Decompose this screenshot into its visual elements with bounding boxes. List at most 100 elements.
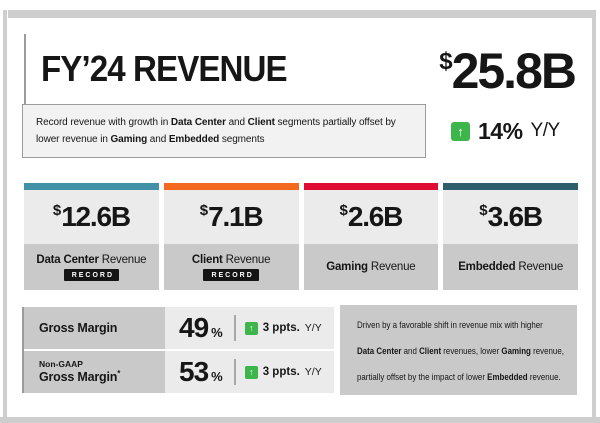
plain-text: segments [219,134,265,145]
vertical-divider [233,359,236,385]
segment-color-bar [163,183,299,190]
segment-suffix: Revenue [222,253,271,266]
plain-text: partially offset by the impact of lower [357,372,488,382]
segment-label: Embedded Revenue [458,261,563,273]
up-arrow-icon: ↑ [248,367,254,377]
frame-border-right [592,10,596,417]
frame-border-top [8,10,592,18]
currency-symbol: $ [52,201,62,219]
frame-border-bottom [0,417,600,423]
currency-symbol: $ [199,201,209,219]
margin-unit: % [211,325,223,340]
margin-label-cell: Gross Margin [24,307,165,349]
frame-border-left [3,10,7,417]
margin-row: Gross Margin 49% ↑ 3 ppts. Y/Y [24,307,334,349]
segment-color-bar [443,183,578,190]
segment-label-box: Data Center Revenue RECORD [24,244,159,290]
segment-value-box: $3.6B [443,190,578,244]
margin-value-cell: 49% ↑ 3 ppts. Y/Y [165,307,334,349]
growth-badge: ↑ [451,121,470,141]
plain-text: revenues, lower [441,346,502,356]
segment-card: $3.6B Embedded Revenue [443,183,578,290]
plain-text: revenue, [530,346,564,356]
change-value: 3 ppts. [262,322,300,334]
segment-card: $12.6B Data Center Revenue RECORD [24,183,159,290]
segment-name: Gaming [326,261,368,273]
segment-value: 3.6B [487,201,544,232]
margin-value-group: 53% [179,356,223,388]
change-period: Y/Y [304,322,322,334]
margin-value-cell: 53% ↑ 3 ppts. Y/Y [165,351,334,393]
margin-value: 53 [179,356,209,387]
plain-text: and [225,116,248,128]
growth-indicator: ↑ 14% Y/Y [451,104,560,158]
margin-label: Gross Margin [39,321,118,335]
emphasis-text: Client [247,116,275,128]
segment-suffix: Revenue [98,253,147,266]
emphasis-text: Embedded [168,134,220,145]
margin-unit: % [211,369,223,384]
margin-change: ↑ 3 ppts. Y/Y [244,321,322,335]
segment-name: Client [191,253,223,266]
segment-value-box: $12.6B [24,190,159,244]
margin-pre-label: Non-GAAP [39,359,83,370]
emphasis-text: Data Center [357,346,402,356]
plain-text: revenue. [527,372,561,382]
change-badge: ↑ [244,365,258,379]
total-revenue-value: 25.8B [451,43,577,99]
growth-period: Y/Y [530,120,561,141]
segments-row: $12.6B Data Center Revenue RECORD $7.1B … [24,183,578,290]
footnote-marker: * [117,369,121,379]
plain-text: lower revenue in [36,134,111,145]
currency-symbol: $ [339,201,348,219]
margin-label-cell: Non-GAAP Gross Margin* [24,351,165,393]
segment-name: Data Center [36,253,99,266]
segment-label-box: Gaming Revenue [303,244,439,290]
margins-table: Gross Margin 49% ↑ 3 ppts. Y/Y Non-GAAP … [22,307,334,393]
growth-value: 14% [478,117,523,144]
segment-label: Gaming Revenue [326,261,415,273]
segment-suffix: Revenue [367,261,416,273]
segment-color-bar [303,183,439,190]
margin-note-text: Driven by a favorable shift in revenue m… [357,312,564,390]
subtitle-text: Record revenue with growth in Data Cente… [36,114,396,149]
segment-color-bar [24,183,159,190]
plain-text: and [147,134,169,145]
segment-card: $2.6B Gaming Revenue [303,183,439,290]
plain-text: Record revenue with growth in [36,116,171,128]
segment-label: Client Revenue [191,253,271,266]
margin-label: Gross Margin* [39,369,121,385]
segment-suffix: Revenue [515,261,564,273]
margin-change: ↑ 3 ppts. Y/Y [244,365,322,379]
segment-name: Embedded [458,261,516,273]
plain-text: segments partially offset by [274,116,396,128]
up-arrow-icon: ↑ [248,323,254,333]
change-period: Y/Y [304,366,322,378]
plain-text: and [401,346,420,356]
margin-note-box: Driven by a favorable shift in revenue m… [340,305,577,395]
segment-value-box: $7.1B [163,190,299,244]
segment-label-box: Client Revenue RECORD [163,244,299,290]
segment-label: Data Center Revenue [36,254,146,266]
change-value: 3 ppts. [262,366,300,378]
emphasis-text: Gaming [501,346,531,356]
margin-value: 49 [179,312,209,343]
margin-row: Non-GAAP Gross Margin* 53% ↑ 3 ppts. Y/Y [24,351,334,393]
margin-value-group: 49% [179,312,223,344]
emphasis-text: Data Center [170,116,226,128]
emphasis-text: Client [419,346,442,356]
segment-value-box: $2.6B [303,190,439,244]
up-arrow-icon: ↑ [457,123,464,139]
vertical-divider [233,315,236,341]
page-title: FY’24 REVENUE [41,48,288,89]
segment-card: $7.1B Client Revenue RECORD [163,183,299,290]
header: FY’24 REVENUE [24,34,308,104]
emphasis-text: Embedded [487,372,528,382]
segment-label-box: Embedded Revenue [443,244,578,290]
segment-value: 7.1B [208,201,264,232]
currency-symbol: $ [439,48,452,75]
segment-value: 2.6B [347,201,404,232]
change-badge: ↑ [244,321,258,335]
emphasis-text: Gaming [110,134,148,145]
plain-text: Driven by a favorable shift in revenue m… [357,320,543,330]
